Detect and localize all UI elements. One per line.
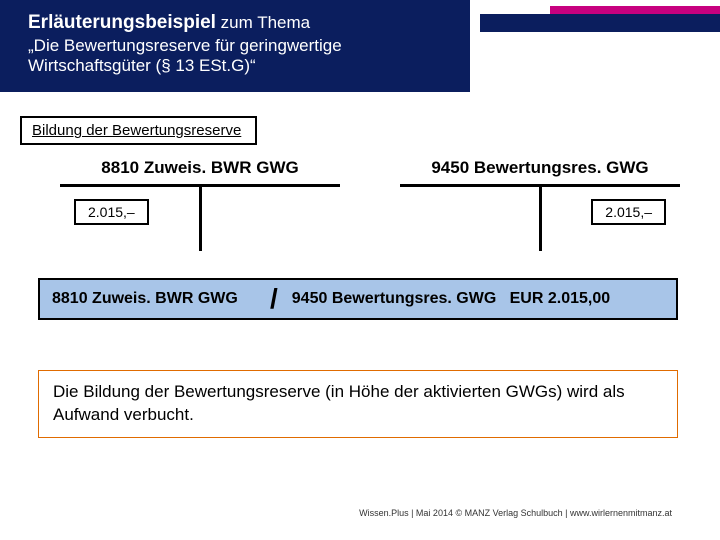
slide-title: Erläuterungsbeispiel zum Thema [28,12,442,34]
t-account-right-title: 9450 Bewertungsres. GWG [400,158,680,187]
title-thin: zum Thema [216,13,310,32]
entry-credit: 9450 Bewertungsres. GWG EUR 2.015,00 [288,290,610,308]
t-account-right-body: 2.015,– [400,187,680,251]
entry-debit: 8810 Zuweis. BWR GWG [40,290,260,308]
note-box: Die Bildung der Bewertungsreserve (in Hö… [38,370,678,438]
slide-subtitle: „Die Bewertungsreserve für geringwertige… [28,36,442,76]
t-account-right-value: 2.015,– [591,199,666,225]
slide-title-block: Erläuterungsbeispiel zum Thema „Die Bewe… [0,0,470,92]
section-label: Bildung der Bewertungsreserve [20,116,257,145]
t-account-left-value: 2.015,– [74,199,149,225]
t-account-vline [199,187,202,251]
journal-entry-box: 8810 Zuweis. BWR GWG / 9450 Bewertungsre… [38,278,678,320]
t-account-left-title: 8810 Zuweis. BWR GWG [60,158,340,187]
entry-divider: / [260,283,288,315]
accent-bar-navy [480,14,720,32]
footer-text: Wissen.Plus | Mai 2014 © MANZ Verlag Sch… [359,508,672,518]
title-bold: Erläuterungsbeispiel [28,12,216,33]
t-account-left: 8810 Zuweis. BWR GWG 2.015,– [60,158,340,251]
t-account-right: 9450 Bewertungsres. GWG 2.015,– [400,158,680,251]
t-account-vline [539,187,542,251]
t-account-left-body: 2.015,– [60,187,340,251]
